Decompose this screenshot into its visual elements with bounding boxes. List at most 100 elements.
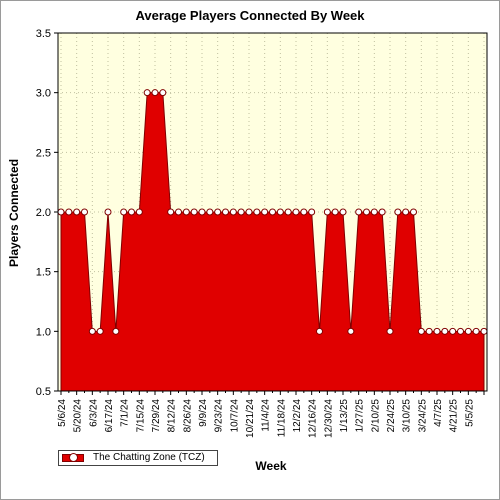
data-point — [151, 89, 159, 97]
data-point — [182, 208, 190, 216]
data-point — [112, 327, 120, 335]
data-point — [276, 208, 284, 216]
data-point — [214, 208, 222, 216]
series-points — [57, 89, 488, 335]
x-tick-label: 3/10/25 — [402, 399, 413, 433]
x-tick-label: 6/3/24 — [88, 399, 99, 427]
data-point — [433, 327, 441, 335]
data-point — [73, 208, 81, 216]
data-point — [402, 208, 410, 216]
data-point — [370, 208, 378, 216]
y-tick-label: 2.0 — [36, 207, 51, 219]
data-point — [190, 208, 198, 216]
x-tick-label: 7/1/24 — [120, 399, 131, 427]
x-tick-label: 6/17/24 — [104, 399, 115, 433]
data-point — [65, 208, 73, 216]
data-point — [237, 208, 245, 216]
y-tick-label: 3.5 — [36, 28, 51, 40]
y-tick-label: 0.5 — [36, 386, 51, 398]
data-point — [464, 327, 472, 335]
x-tick-label: 9/23/24 — [214, 399, 225, 433]
chart-title: Average Players Connected By Week — [135, 8, 365, 23]
y-axis-label: Players Connected — [7, 159, 21, 267]
x-tick-label: 9/9/24 — [198, 399, 209, 427]
x-tick-label: 2/10/25 — [370, 399, 381, 433]
x-tick-label: 11/18/24 — [276, 399, 287, 438]
x-tick-label: 1/27/25 — [355, 399, 366, 433]
data-point — [449, 327, 457, 335]
data-point — [323, 208, 331, 216]
data-point — [57, 208, 65, 216]
data-point — [222, 208, 229, 216]
data-point — [425, 327, 433, 335]
data-point — [284, 208, 292, 216]
y-tick-label: 3.0 — [36, 88, 51, 100]
data-point — [441, 327, 449, 335]
y-axis-ticks: 0.5 1.0 1.5 2.0 2.5 3.0 3.5 — [36, 28, 58, 398]
x-tick-label: 5/5/25 — [464, 399, 475, 427]
data-point — [480, 327, 488, 335]
data-point — [410, 208, 417, 216]
data-point — [378, 208, 386, 216]
y-tick-label: 1.0 — [36, 326, 51, 338]
data-point — [128, 208, 135, 216]
x-tick-label: 8/12/24 — [167, 399, 178, 433]
x-tick-label: 5/20/24 — [73, 399, 84, 433]
data-point — [355, 208, 363, 216]
data-point — [261, 208, 269, 216]
data-point — [143, 89, 151, 97]
x-tick-label: 10/21/24 — [245, 399, 256, 438]
x-tick-label: 7/15/24 — [135, 399, 146, 433]
data-point — [316, 327, 323, 335]
x-tick-label: 1/13/25 — [339, 399, 350, 433]
data-point — [175, 208, 182, 216]
data-point — [88, 327, 96, 335]
data-point — [120, 208, 128, 216]
data-point — [198, 208, 206, 216]
y-tick-label: 2.5 — [36, 147, 51, 159]
x-tick-label: 11/4/24 — [261, 399, 272, 432]
x-tick-label: 4/7/25 — [433, 399, 444, 427]
data-point — [81, 208, 88, 216]
data-point — [339, 208, 347, 216]
x-tick-label: 3/24/25 — [417, 399, 428, 433]
data-point — [386, 327, 394, 335]
data-point — [292, 208, 300, 216]
x-tick-label: 12/16/24 — [308, 399, 319, 438]
data-point — [104, 208, 112, 216]
x-tick-label: 5/6/24 — [57, 399, 68, 427]
data-point — [331, 208, 339, 216]
data-point — [159, 89, 167, 97]
data-point — [347, 327, 355, 335]
legend-marker — [69, 453, 78, 462]
legend: The Chatting Zone (TCZ) — [58, 450, 218, 466]
data-point — [363, 208, 370, 216]
data-point — [206, 208, 214, 216]
data-point — [417, 327, 425, 335]
x-axis-ticks: 5/6/24 5/20/24 6/3/24 6/17/24 7/1/24 7/15/24 7… — [57, 391, 485, 438]
data-point — [245, 208, 253, 216]
data-point — [253, 208, 261, 216]
data-point — [300, 208, 308, 216]
x-tick-label: 10/7/24 — [229, 399, 240, 433]
data-point — [229, 208, 237, 216]
data-point — [472, 327, 480, 335]
data-point — [135, 208, 143, 216]
series-area — [60, 92, 485, 392]
x-tick-label: 12/30/24 — [323, 399, 334, 438]
legend-label: The Chatting Zone (TCZ) — [93, 452, 205, 463]
data-point — [167, 208, 175, 216]
x-tick-label: 8/26/24 — [182, 399, 193, 433]
y-tick-label: 1.5 — [36, 267, 51, 279]
data-point — [308, 208, 316, 216]
x-tick-label: 7/29/24 — [151, 399, 162, 433]
x-axis-label: Week — [255, 459, 286, 473]
x-tick-label: 2/24/25 — [386, 399, 397, 433]
x-tick-label: 4/21/25 — [449, 399, 460, 433]
data-point — [394, 208, 402, 216]
data-point — [457, 327, 464, 335]
data-point — [269, 208, 276, 216]
x-tick-label: 12/2/24 — [292, 399, 303, 433]
data-point — [96, 327, 104, 335]
